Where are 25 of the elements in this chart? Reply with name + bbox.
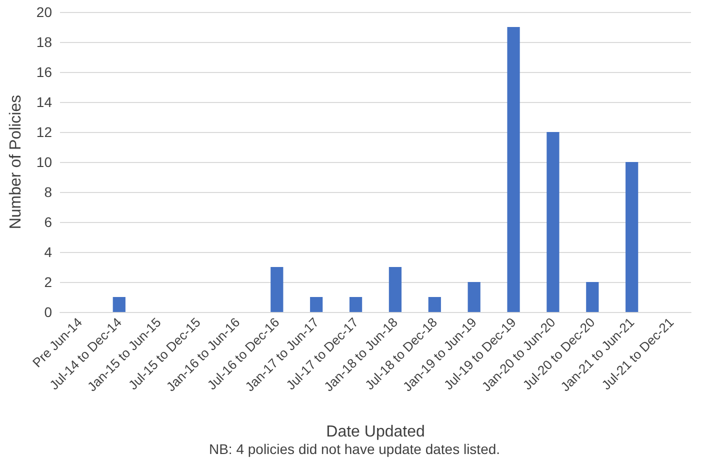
bar [388, 267, 402, 312]
y-tick-label: 10 [36, 154, 52, 170]
bar [310, 297, 323, 312]
y-tick-label: 12 [36, 124, 52, 140]
y-tick-label: 0 [44, 304, 52, 320]
bar [428, 297, 441, 312]
x-axis-title: Date Updated [326, 424, 425, 440]
bar [546, 132, 560, 312]
bar [626, 162, 638, 312]
bar [270, 267, 284, 312]
bar [349, 297, 362, 312]
bar [468, 282, 480, 312]
bar [586, 282, 599, 312]
text: NB: 4 policies did not have update dates listed. [208, 441, 500, 457]
y-tick-label: 16 [36, 64, 52, 80]
bar [112, 297, 126, 312]
y-tick-label: 2 [44, 274, 52, 290]
y-tick-label: 18 [36, 34, 52, 50]
bar [507, 27, 520, 312]
y-tick-label: 20 [36, 4, 52, 20]
y-tick-label: 6 [44, 214, 52, 230]
y-tick-label: 8 [44, 184, 52, 200]
y-tick-label: 4 [44, 244, 52, 260]
y-tick-label: 14 [36, 94, 52, 110]
y-axis-title: Number of Policies [8, 94, 24, 230]
